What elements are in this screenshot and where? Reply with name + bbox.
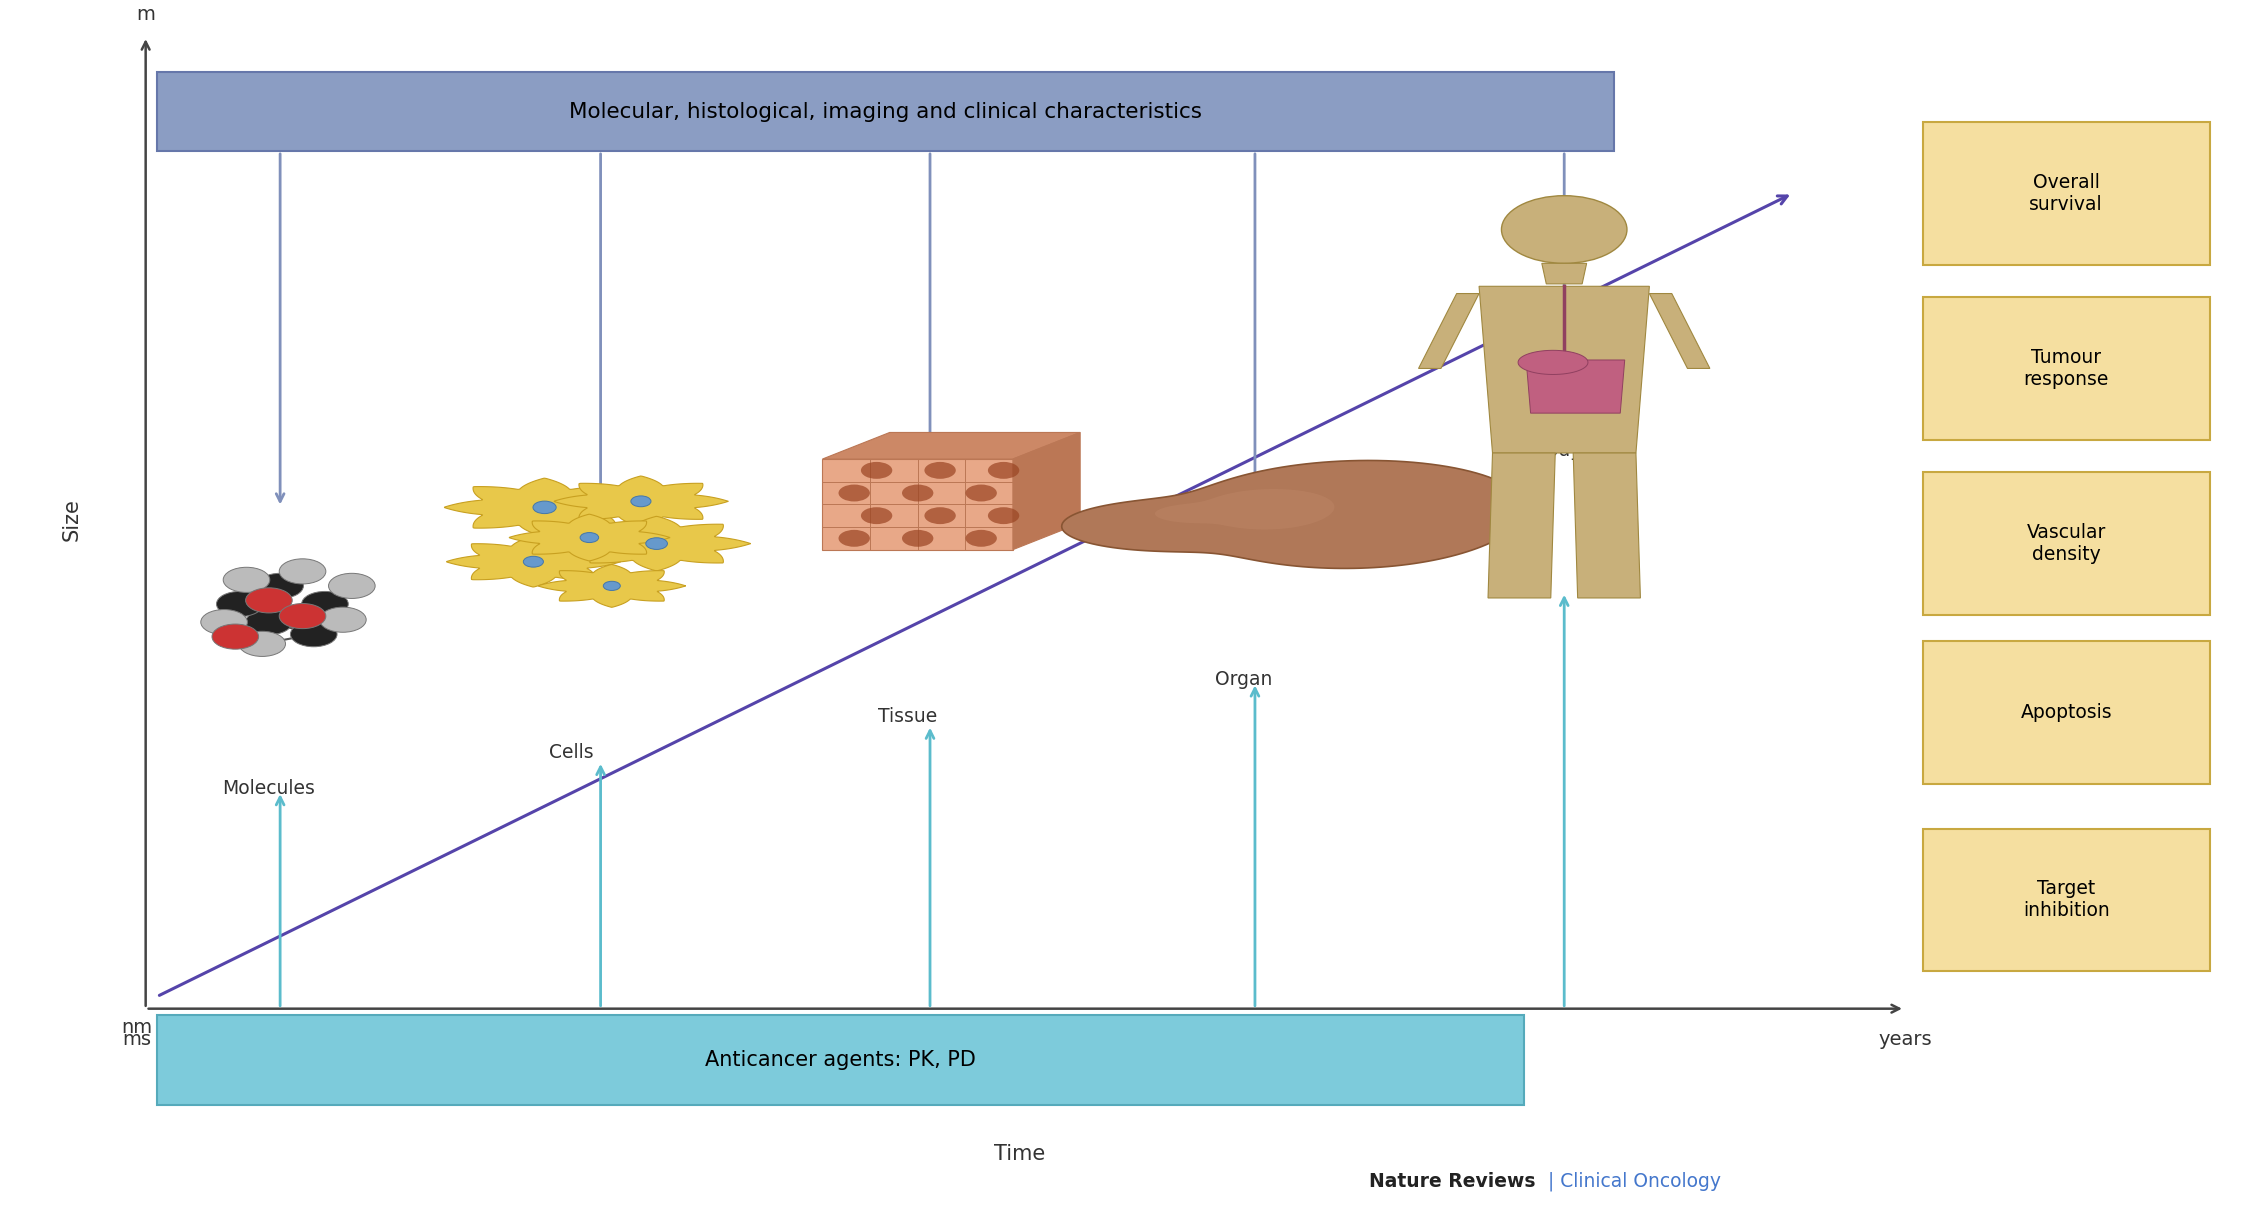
Text: Molecular, histological, imaging and clinical characteristics: Molecular, histological, imaging and cli… (569, 101, 1201, 122)
Text: Body: Body (1533, 441, 1582, 460)
Polygon shape (1488, 453, 1555, 598)
Text: Molecules: Molecules (222, 779, 316, 798)
Circle shape (988, 461, 1020, 478)
Text: nm: nm (121, 1018, 152, 1038)
Circle shape (329, 574, 374, 598)
Polygon shape (1526, 360, 1625, 413)
Circle shape (988, 507, 1020, 524)
FancyBboxPatch shape (1923, 829, 2210, 971)
Text: Cells: Cells (549, 743, 594, 762)
Text: Anticancer agents: PK, PD: Anticancer agents: PK, PD (706, 1050, 975, 1070)
Polygon shape (1542, 263, 1587, 284)
Polygon shape (822, 459, 1013, 550)
Text: Vascular
density: Vascular density (2026, 523, 2107, 564)
Text: Organ: Organ (1215, 670, 1273, 690)
FancyBboxPatch shape (1923, 122, 2210, 265)
Polygon shape (446, 536, 621, 587)
Polygon shape (1649, 294, 1710, 368)
Circle shape (320, 608, 365, 632)
Polygon shape (1517, 350, 1589, 374)
FancyBboxPatch shape (1923, 641, 2210, 784)
Circle shape (966, 530, 997, 547)
Polygon shape (509, 515, 670, 561)
Circle shape (533, 501, 556, 513)
Circle shape (923, 507, 955, 524)
Text: Size: Size (63, 498, 81, 541)
Circle shape (258, 574, 303, 598)
Polygon shape (1419, 294, 1479, 368)
Polygon shape (562, 516, 751, 571)
Circle shape (861, 507, 892, 524)
Circle shape (838, 484, 870, 501)
FancyBboxPatch shape (1923, 472, 2210, 615)
Circle shape (247, 610, 291, 634)
Text: Overall
survival: Overall survival (2030, 173, 2102, 214)
Polygon shape (1154, 489, 1333, 529)
Polygon shape (1013, 432, 1080, 550)
Polygon shape (1062, 460, 1526, 569)
Circle shape (901, 484, 932, 501)
Polygon shape (554, 476, 728, 527)
Circle shape (1501, 196, 1627, 263)
Circle shape (966, 484, 997, 501)
Polygon shape (538, 564, 686, 608)
Text: Tumour
response: Tumour response (2024, 348, 2109, 389)
Circle shape (524, 557, 542, 567)
Polygon shape (822, 432, 1080, 459)
Text: ms: ms (123, 1030, 150, 1050)
Circle shape (603, 581, 621, 591)
Circle shape (645, 538, 668, 550)
Circle shape (280, 559, 325, 583)
Text: Tissue: Tissue (878, 707, 937, 726)
Circle shape (280, 604, 325, 628)
Text: m: m (137, 5, 155, 24)
FancyBboxPatch shape (157, 72, 1614, 151)
Circle shape (838, 530, 870, 547)
Circle shape (923, 461, 955, 478)
Circle shape (580, 533, 598, 542)
Circle shape (861, 461, 892, 478)
Circle shape (217, 592, 262, 616)
Circle shape (632, 496, 650, 506)
Text: Time: Time (995, 1144, 1044, 1163)
Text: | Clinical Oncology: | Clinical Oncology (1542, 1172, 1721, 1191)
Text: Nature Reviews: Nature Reviews (1369, 1172, 1535, 1191)
Circle shape (240, 632, 285, 656)
Circle shape (224, 568, 269, 592)
Circle shape (247, 588, 291, 612)
Polygon shape (1573, 453, 1640, 598)
FancyBboxPatch shape (1923, 297, 2210, 440)
Text: years: years (1878, 1030, 1932, 1050)
Polygon shape (444, 478, 645, 536)
Circle shape (202, 610, 247, 634)
Circle shape (213, 625, 258, 649)
Circle shape (291, 622, 336, 646)
FancyBboxPatch shape (157, 1015, 1524, 1105)
Text: Target
inhibition: Target inhibition (2024, 879, 2109, 920)
Polygon shape (1479, 286, 1649, 453)
Text: Apoptosis: Apoptosis (2021, 703, 2111, 722)
Circle shape (303, 592, 347, 616)
Circle shape (901, 530, 932, 547)
